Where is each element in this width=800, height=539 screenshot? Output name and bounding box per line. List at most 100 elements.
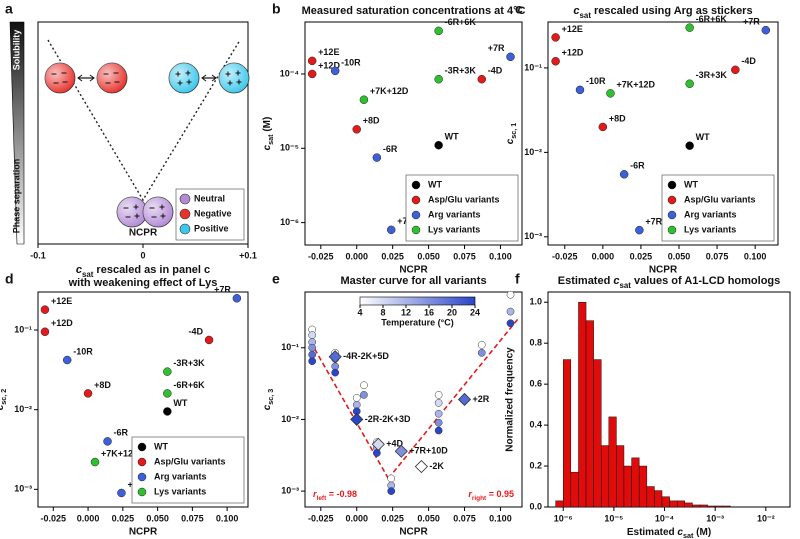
point-label: +12D <box>562 48 584 58</box>
data-point <box>232 294 242 303</box>
colorbar-tick-label: 8 <box>380 307 385 317</box>
y-tick-label: 1.0 <box>529 297 542 307</box>
text-part: Master curve for all variants <box>340 275 486 287</box>
histogram-bar <box>638 465 648 508</box>
data-point <box>373 449 381 457</box>
sphere-shine <box>45 63 75 93</box>
gradient-wedge <box>9 21 25 245</box>
data-point <box>352 400 361 409</box>
text-part: right <box>472 495 487 502</box>
point-label: +7R+10D <box>409 446 448 456</box>
point-label: WT <box>445 132 459 142</box>
panel-letter: f <box>515 271 520 287</box>
data-diamond <box>457 392 472 407</box>
legend-swatch <box>411 225 421 235</box>
x-tick-label: 0.000 <box>592 251 615 261</box>
text-part: c <box>505 138 516 144</box>
histogram-bar <box>562 359 572 508</box>
point-label: +12D <box>318 60 340 70</box>
legend-swatch <box>667 210 677 220</box>
data-point <box>163 389 172 398</box>
colorbar-tick-label: 24 <box>470 307 480 317</box>
histogram-bar <box>669 500 678 508</box>
legend-swatch <box>179 223 191 235</box>
legend-label: Lys variants <box>428 224 480 234</box>
legend-swatch <box>137 457 147 467</box>
chart-title: Master curve for all variants <box>340 275 486 287</box>
legend-label: Arg variants <box>428 209 481 219</box>
colorbar <box>359 296 476 306</box>
data-point <box>204 335 214 345</box>
text-part: sc, 3 <box>266 389 275 405</box>
data-point <box>331 368 340 377</box>
legend-swatch <box>667 225 677 235</box>
histogram-bar <box>631 457 640 508</box>
y-tick-label: 10⁻² <box>281 414 299 424</box>
text-part: c <box>613 275 619 287</box>
x-tick-label: 0.025 <box>381 513 404 523</box>
y-tick-label: 10⁻³ <box>524 231 542 241</box>
point-label: -4D <box>189 326 204 336</box>
point-label: +7K+12D <box>101 448 140 458</box>
x-tick-label: 10⁻³ <box>706 513 724 523</box>
data-point <box>308 357 317 366</box>
data-point <box>90 457 100 467</box>
data-point <box>40 327 50 337</box>
sphere-shine <box>143 197 173 227</box>
y-tick-label: 10⁻⁵ <box>280 143 299 153</box>
x-tick-label: +0.1 <box>239 250 257 260</box>
legend-label: Arg variants <box>154 471 207 481</box>
data-point <box>477 340 486 349</box>
sphere-shine <box>97 63 127 93</box>
data-point <box>506 290 515 299</box>
histogram-bar <box>661 496 670 508</box>
data-point <box>117 488 126 498</box>
chart-title: Measured saturation concentrations at 4°… <box>302 5 526 17</box>
data-point <box>434 409 443 418</box>
data-point <box>359 95 369 104</box>
data-point <box>619 170 629 179</box>
text-part: sc, 1 <box>509 123 518 139</box>
histogram-bar <box>600 445 610 508</box>
arrow-head <box>211 74 217 82</box>
data-point <box>477 74 487 84</box>
histogram-bar <box>722 505 731 508</box>
legend-swatch <box>667 180 677 190</box>
histogram-bar <box>707 505 716 508</box>
y-tick-label: 0.8 <box>529 338 542 348</box>
data-point <box>387 474 396 483</box>
text-part: Estimated <box>627 527 678 538</box>
plot-frame <box>547 21 779 246</box>
y-tick-label: 10⁻³ <box>281 485 299 495</box>
point-label: -6R <box>114 428 129 438</box>
fit-line <box>387 318 519 479</box>
panel-letter: e <box>272 271 280 287</box>
point-label: +8D <box>609 113 626 123</box>
x-tick-label: 0 <box>140 250 145 260</box>
text-part: c <box>0 404 6 410</box>
point-label: +4D <box>386 439 403 449</box>
x-tick-label: 0.050 <box>417 251 440 261</box>
point-label: -10R <box>73 346 93 356</box>
point-label: +7K+12D <box>616 80 655 90</box>
arrow-head <box>89 74 95 82</box>
text-part: (M) <box>262 117 273 135</box>
x-tick-label: 0.050 <box>668 251 691 261</box>
sphere-shine <box>219 63 249 93</box>
data-point <box>635 225 644 235</box>
data-point <box>352 125 361 134</box>
legend-label: Asp/Glu variants <box>428 194 500 204</box>
x-tick-label: 10⁻⁶ <box>554 513 573 523</box>
data-point <box>685 79 694 88</box>
histogram-bar <box>585 320 594 508</box>
x-tick-label: -0.025 <box>41 513 67 523</box>
data-point <box>434 399 443 407</box>
x-axis-label: Estimated csat (M) <box>627 527 711 539</box>
histogram-bar <box>699 504 708 508</box>
legend-swatch <box>411 180 421 190</box>
point-label: WT <box>696 132 710 142</box>
point-label: +7R <box>743 17 760 27</box>
legend-label: Asp/Glu variants <box>154 456 226 466</box>
legend-label: Positive <box>194 223 229 233</box>
legend-box <box>405 174 519 242</box>
